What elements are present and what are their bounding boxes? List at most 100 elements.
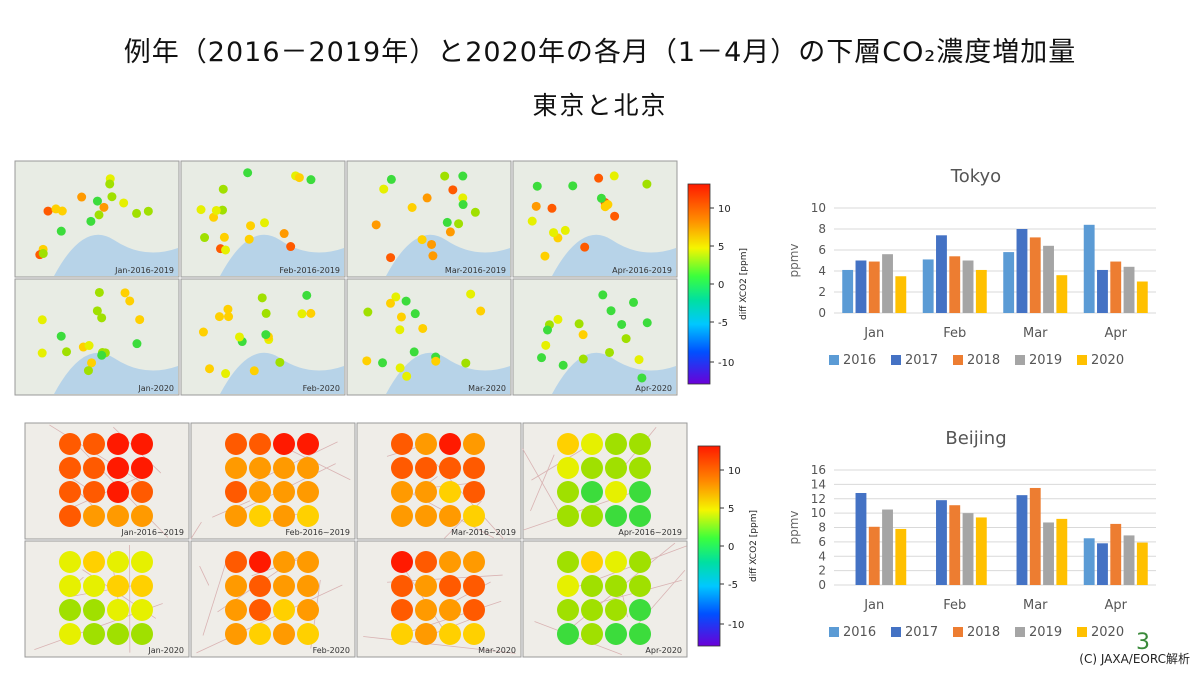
bar-2020-Apr: [1136, 542, 1148, 585]
data-point: [415, 481, 437, 503]
legend-item: 2018: [967, 625, 1000, 640]
data-point: [77, 192, 87, 202]
data-point: [273, 599, 295, 621]
data-point: [634, 355, 644, 365]
data-point: [609, 171, 619, 181]
data-point: [466, 289, 476, 299]
legend-item: 2020: [1091, 353, 1124, 368]
sea-area: [386, 234, 510, 276]
data-point: [244, 234, 254, 244]
legend-swatch: [1077, 355, 1087, 365]
data-point: [391, 481, 413, 503]
legend-item: 2017: [905, 353, 938, 368]
data-point: [463, 433, 485, 455]
map-panel: Feb-2020: [190, 540, 356, 658]
data-point: [557, 433, 579, 455]
data-point: [43, 206, 53, 216]
legend-item: 2016: [843, 625, 876, 640]
data-point: [463, 623, 485, 645]
data-point: [578, 330, 588, 340]
data-point: [273, 481, 295, 503]
data-point: [391, 623, 413, 645]
colorbar-graphic: 10 5 0 -5 -10 diff XCO2 [ppm]: [697, 445, 759, 647]
map-background: [190, 422, 356, 540]
bar-2017-Apr: [1097, 543, 1108, 585]
data-point: [395, 325, 405, 335]
map-panel: Apr-2016~2019: [522, 422, 688, 540]
data-point: [224, 312, 234, 322]
data-point: [606, 306, 616, 316]
data-point: [442, 217, 452, 227]
data-point: [249, 481, 271, 503]
data-point: [362, 356, 372, 366]
legend-swatch: [891, 627, 901, 637]
data-point: [225, 457, 247, 479]
data-point: [605, 347, 615, 357]
map-panel-label: Feb-2016-2019: [279, 266, 340, 275]
colorbar-tick-label: 5: [728, 504, 734, 515]
map-panel: Jan-2016~2019: [24, 422, 190, 540]
x-tick-label: Mar: [1023, 326, 1048, 341]
data-point: [107, 505, 129, 527]
data-point: [297, 481, 319, 503]
data-point: [415, 623, 437, 645]
data-point: [637, 373, 647, 383]
data-point: [445, 227, 455, 237]
data-point: [279, 229, 289, 239]
bar-2018-Mar: [1029, 237, 1041, 313]
map-background: [356, 422, 522, 540]
x-tick-label: Mar: [1023, 598, 1048, 613]
page-number: 3: [1136, 630, 1150, 655]
colorbar-gradient: [697, 445, 721, 647]
data-point: [568, 181, 578, 191]
data-point: [605, 457, 627, 479]
data-point: [94, 210, 104, 220]
map-panel-label: Jan-2016-2019: [114, 266, 174, 275]
data-point: [629, 623, 651, 645]
data-point: [59, 481, 81, 503]
data-point: [439, 505, 461, 527]
data-point: [249, 599, 271, 621]
bar-2017-Mar: [1016, 495, 1028, 585]
data-point: [249, 623, 271, 645]
legend-swatch: [953, 355, 963, 365]
data-point: [205, 364, 215, 374]
y-tick-label: 2: [818, 285, 826, 299]
legend-item: 2019: [1029, 625, 1062, 640]
data-point: [391, 433, 413, 455]
data-point: [225, 433, 247, 455]
data-point: [391, 599, 413, 621]
data-point: [439, 433, 461, 455]
road-line: [202, 558, 228, 636]
data-point: [297, 623, 319, 645]
data-point: [107, 433, 129, 455]
map-panel: Apr-2016-2019: [512, 160, 678, 278]
data-point: [249, 551, 271, 573]
page-subtitle: 東京と北京: [532, 91, 668, 120]
data-point: [463, 457, 485, 479]
map-panel-label: Jan-2020: [137, 384, 174, 393]
data-point: [527, 216, 537, 226]
y-tick-label: 2: [818, 564, 826, 578]
data-point: [97, 313, 107, 323]
data-point: [378, 358, 388, 368]
data-point: [131, 505, 153, 527]
data-point: [92, 306, 102, 316]
data-point: [431, 356, 441, 366]
bar-2019-Apr: [1123, 535, 1135, 585]
bar-2018-Feb: [949, 256, 961, 313]
data-point: [386, 298, 396, 308]
data-point: [610, 211, 620, 221]
data-point: [363, 307, 373, 317]
data-point: [427, 239, 437, 249]
data-point: [379, 184, 389, 194]
y-tick-label: 12: [811, 492, 826, 506]
legend-item: 2019: [1029, 353, 1062, 368]
road-line: [363, 636, 516, 654]
x-tick-label: Apr: [1105, 326, 1128, 341]
data-point: [83, 366, 93, 376]
map-panel: Jan-2020: [24, 540, 190, 658]
beijing-bar-chart: Beijing ppmv 0 2 4 6 8 10 12 14 16 Jan Feb Mar Apr 2016…: [776, 420, 1176, 660]
bar-2018-Apr: [1110, 261, 1122, 313]
data-point: [391, 505, 413, 527]
